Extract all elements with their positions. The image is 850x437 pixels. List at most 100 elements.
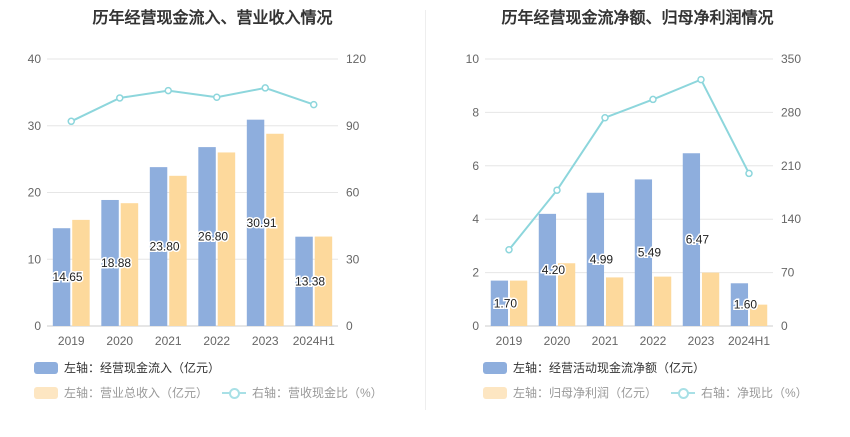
- legend-row-1: 左轴：经营现金流入（亿元）: [34, 359, 234, 376]
- chart-title: 历年经营现金流入、营业收入情况: [92, 10, 333, 27]
- left-axis-tick-label: 2: [472, 266, 479, 280]
- bar-secondary: [557, 263, 576, 326]
- legend-line-swatch: [222, 387, 247, 399]
- chart-plot-area: 0 10 20 30 40 0 30 60 90 120 2019 2020 2021 2022 2023 2…: [28, 52, 367, 348]
- legend-item-revenue-cash-ratio[interactable]: 右轴：营收现金比（%）: [222, 384, 383, 401]
- legend-row-2: 左轴：归母净利润（亿元） 右轴：净现比（%）: [483, 384, 822, 401]
- right-axis-tick-label: 120: [346, 52, 366, 66]
- line-point: [213, 93, 221, 102]
- legend-line-swatch: [671, 387, 696, 399]
- line-point: [745, 169, 753, 178]
- bar-primary: [198, 147, 216, 326]
- legend-label: 右轴：营收现金比（%）: [252, 386, 383, 400]
- x-axis-tick-label: 2023: [252, 334, 279, 348]
- chart-panel-cashflow-revenue: 历年经营现金流入、营业收入情况 0 10 20 30 40 0 30 60 90 120 2019 2…: [28, 10, 397, 401]
- chart-plot-area: 0 2 4 6 8 10 0 70 140 210 280 350 2019 2020 2021 2022 20…: [466, 52, 802, 348]
- line-point: [505, 245, 513, 254]
- line-series: [70, 86, 315, 123]
- legend-row-2: 左轴：营业总收入（亿元） 右轴：营收现金比（%）: [34, 384, 397, 401]
- right-axis-tick-label: 0: [781, 319, 788, 333]
- legend-swatch: [34, 361, 58, 374]
- bar-primary: [538, 213, 557, 326]
- x-axis-tick-label: 2021: [155, 334, 182, 348]
- legend-label: 左轴：经营活动现金流净额（亿元）: [513, 361, 706, 375]
- bar-data-label: 4.20: [542, 263, 566, 277]
- legend-row-1: 左轴：经营活动现金流净额（亿元）: [483, 359, 719, 376]
- legend-item-revenue[interactable]: 左轴：营业总收入（亿元）: [34, 384, 208, 401]
- right-axis-tick-label: 70: [781, 266, 795, 280]
- right-axis-tick-label: 90: [346, 119, 360, 133]
- right-axis-tick-label: 60: [346, 186, 360, 200]
- line-point: [116, 94, 124, 102]
- right-axis-tick-label: 0: [346, 319, 353, 333]
- bar-primary: [730, 283, 749, 326]
- legend-item-net-cashflow[interactable]: 左轴：经营活动现金流净额（亿元）: [483, 359, 705, 376]
- x-axis-tick-label: 2024H1: [293, 334, 335, 348]
- right-axis-tick-label: 140: [781, 212, 801, 226]
- line-point: [697, 75, 705, 84]
- left-axis-tick-label: 0: [472, 319, 479, 333]
- bar-data-label: 5.49: [638, 246, 662, 260]
- legend-label: 左轴：归母净利润（亿元）: [513, 386, 658, 400]
- legend-label: 左轴：经营现金流入（亿元）: [64, 361, 221, 375]
- right-axis-tick-label: 30: [346, 252, 360, 266]
- legend-swatch: [34, 386, 58, 399]
- x-axis-tick-label: 2020: [544, 334, 571, 348]
- x-axis-tick-label: 2020: [106, 334, 133, 348]
- panel-divider: [425, 10, 426, 410]
- chart-panel-net-cashflow-profit: 历年经营现金流净额、归母净利润情况 0 2 4 6 8 10 0 70 140 210 280 350…: [425, 0, 850, 437]
- bar-secondary: [653, 276, 672, 326]
- bar-data-label: 26.80: [198, 230, 228, 244]
- bar-secondary: [701, 272, 720, 326]
- left-axis-tick-label: 40: [28, 52, 42, 66]
- line-series: [508, 78, 750, 251]
- chart-title: 历年经营现金流净额、归母净利润情况: [501, 10, 774, 27]
- bar-data-label: 14.65: [53, 270, 83, 284]
- x-axis-tick-label: 2022: [203, 334, 230, 348]
- bar-data-label: 1.70: [494, 296, 518, 310]
- legend-label: 右轴：净现比（%）: [701, 386, 808, 400]
- line-point: [164, 86, 172, 95]
- right-axis-tick-label: 210: [781, 159, 801, 173]
- bar-data-label: 18.88: [101, 256, 131, 270]
- bar-primary: [149, 167, 168, 326]
- bar-secondary: [120, 203, 139, 326]
- bar-data-label: 1.60: [734, 298, 758, 312]
- bar-primary: [490, 280, 509, 326]
- line-point: [553, 186, 561, 194]
- bar-primary: [52, 228, 71, 326]
- bar-primary: [246, 119, 265, 326]
- right-axis-tick-label: 350: [781, 52, 801, 66]
- bar-data-label: 30.91: [247, 216, 277, 230]
- x-axis-tick-label: 2019: [496, 334, 523, 348]
- line-point: [261, 84, 269, 92]
- bar-secondary: [72, 219, 90, 326]
- bar-primary: [634, 179, 653, 326]
- line-point: [601, 113, 609, 122]
- bar-primary: [682, 153, 701, 326]
- x-axis-tick-label: 2022: [640, 334, 667, 348]
- bar-secondary: [169, 175, 187, 326]
- left-axis-tick-label: 10: [466, 52, 480, 66]
- right-axis-tick-label: 280: [781, 105, 801, 119]
- left-axis-tick-label: 0: [34, 319, 41, 333]
- legend-label: 左轴：营业总收入（亿元）: [64, 386, 209, 400]
- bar-secondary: [314, 236, 333, 326]
- bar-secondary: [266, 133, 284, 326]
- bar-secondary: [509, 280, 528, 326]
- line-point: [67, 117, 75, 126]
- bar-primary: [295, 236, 313, 326]
- left-axis-tick-label: 4: [472, 212, 479, 226]
- legend-item-net-cash-ratio[interactable]: 右轴：净现比（%）: [671, 384, 808, 401]
- x-axis-tick-label: 2024H1: [728, 334, 770, 348]
- line-point: [649, 95, 657, 104]
- bar-data-label: 13.38: [295, 274, 325, 288]
- bar-primary: [101, 199, 119, 326]
- bar-secondary: [749, 304, 768, 326]
- legend-item-net-profit[interactable]: 左轴：归母净利润（亿元）: [483, 384, 657, 401]
- x-axis-tick-label: 2019: [58, 334, 85, 348]
- left-axis-tick-label: 10: [28, 252, 42, 266]
- legend-item-cash-inflow[interactable]: 左轴：经营现金流入（亿元）: [34, 359, 220, 376]
- line-point: [310, 100, 318, 109]
- x-axis-tick-label: 2023: [688, 334, 715, 348]
